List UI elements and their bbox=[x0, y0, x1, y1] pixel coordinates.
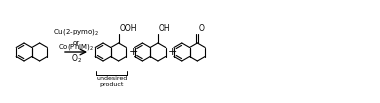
Text: or: or bbox=[73, 40, 79, 46]
Text: OOH: OOH bbox=[120, 24, 137, 33]
Text: Cu(2-pymo)$_2$: Cu(2-pymo)$_2$ bbox=[53, 27, 99, 37]
Text: O: O bbox=[198, 24, 204, 33]
Text: +: + bbox=[168, 47, 177, 57]
Text: +: + bbox=[129, 47, 138, 57]
Text: undesired
product: undesired product bbox=[96, 76, 127, 87]
Text: Co(PhIM)$_2$: Co(PhIM)$_2$ bbox=[58, 42, 94, 52]
Text: OH: OH bbox=[159, 24, 171, 33]
Text: O$_2$: O$_2$ bbox=[71, 53, 81, 65]
